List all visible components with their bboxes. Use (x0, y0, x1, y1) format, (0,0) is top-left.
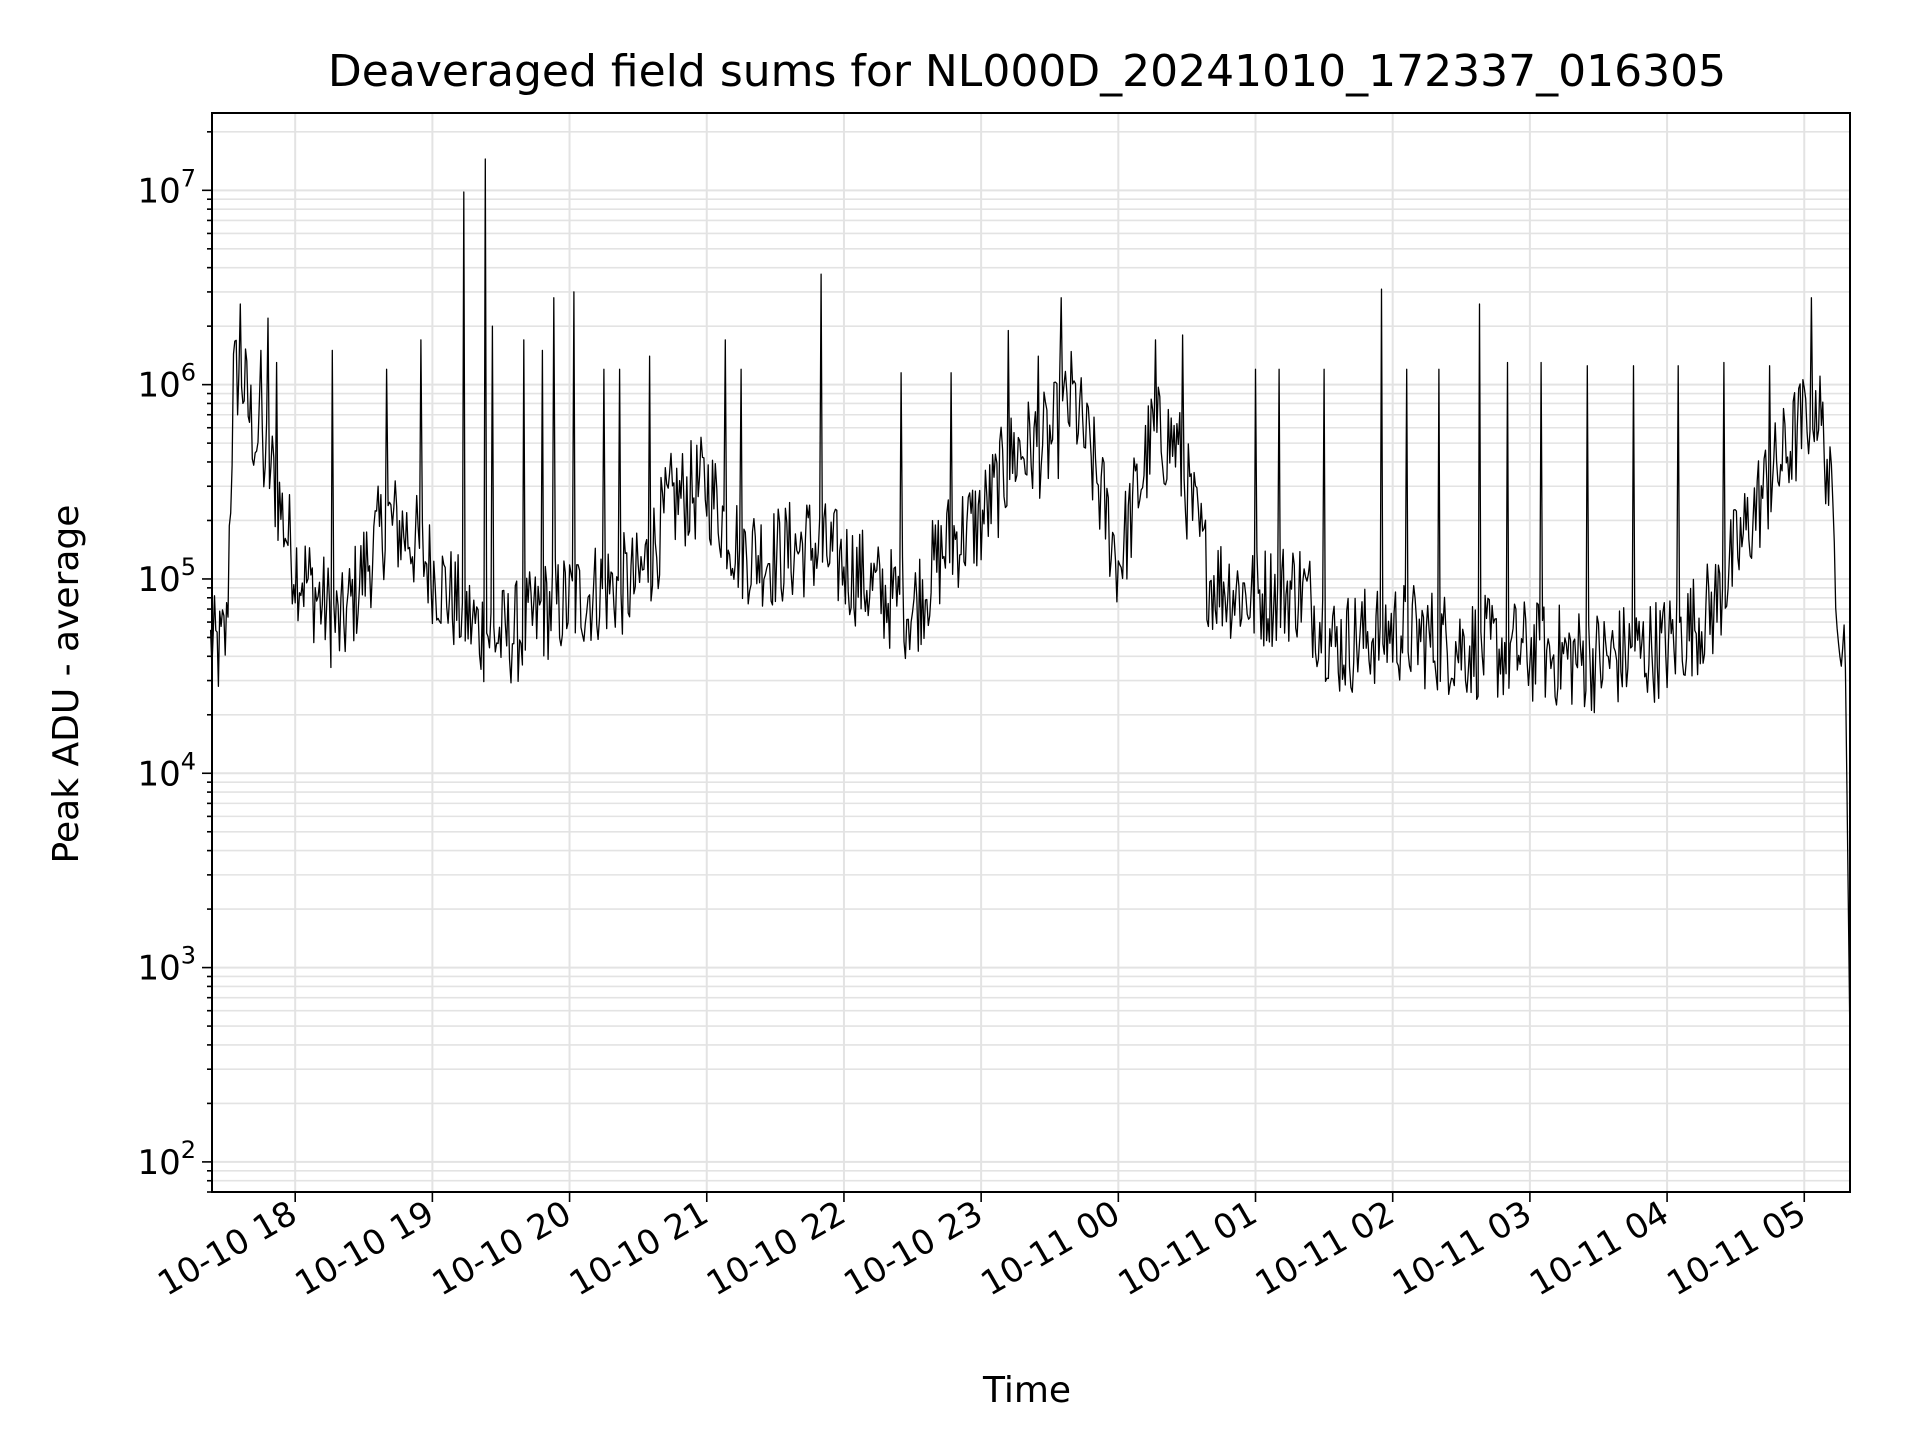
plot-frame (211, 112, 1851, 1193)
data-layer (209, 158, 1851, 1045)
y-tick-label-exponent: 3 (181, 942, 196, 970)
grid-layer (212, 113, 1850, 1193)
y-tick-label: 102 (137, 1136, 196, 1183)
y-tick-label: 107 (137, 164, 196, 211)
y-tick-label: 106 (137, 359, 196, 406)
y-tick-label: 104 (137, 747, 196, 794)
y-tick-label-exponent: 2 (181, 1136, 196, 1164)
y-tick-label-base: 10 (137, 171, 180, 211)
y-tick-label-base: 10 (137, 949, 180, 989)
y-tick-label-exponent: 7 (181, 164, 196, 192)
y-tick-label-base: 10 (137, 1143, 180, 1183)
y-tick-label-exponent: 6 (181, 359, 196, 387)
y-tick-label: 105 (137, 553, 196, 600)
series-line (209, 158, 1851, 1045)
chart-title: Deaveraged field sums for NL000D_2024101… (328, 46, 1726, 97)
y-tick-label-exponent: 4 (181, 747, 196, 775)
y-tick-label-base: 10 (137, 366, 180, 406)
y-tick-label-base: 10 (137, 754, 180, 794)
plot-area (209, 112, 1851, 1193)
y-tick-label: 103 (137, 942, 196, 989)
y-tick-label-exponent: 5 (181, 553, 196, 581)
x-axis-label: Time (982, 1370, 1071, 1411)
y-axis-label: Peak ADU - average (46, 505, 87, 864)
y-tick-label-base: 10 (137, 560, 180, 600)
